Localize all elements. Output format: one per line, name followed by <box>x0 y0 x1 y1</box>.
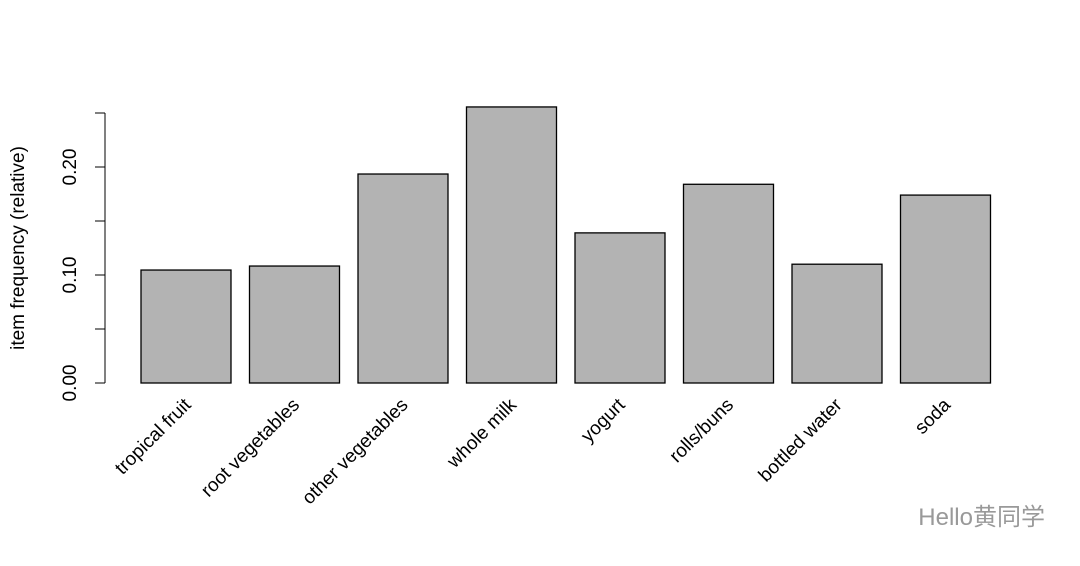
x-tick-label: other vegetables <box>298 395 412 509</box>
y-axis-label: item frequency (relative) <box>8 146 29 350</box>
bar <box>140 269 232 384</box>
x-tick-label: rolls/buns <box>666 395 738 467</box>
x-tick-label: soda <box>911 394 955 438</box>
bar <box>465 106 558 384</box>
bar <box>791 263 883 384</box>
y-tick-label: 0.00 <box>60 365 81 402</box>
bar <box>682 183 775 384</box>
x-tick-label: yogurt <box>577 394 630 447</box>
x-tick-label: bottled water <box>755 394 847 486</box>
x-tick-label: whole milk <box>443 394 522 473</box>
bar <box>574 232 666 384</box>
x-tick-label: root vegetables <box>197 395 304 502</box>
y-tick-label: 0.20 <box>60 149 81 186</box>
watermark: Hello黄同学 <box>918 504 1045 531</box>
x-tick-label: tropical fruit <box>111 394 196 479</box>
bar <box>899 194 992 384</box>
y-tick-label: 0.10 <box>60 257 81 294</box>
bar <box>357 173 449 384</box>
bar <box>248 265 341 384</box>
